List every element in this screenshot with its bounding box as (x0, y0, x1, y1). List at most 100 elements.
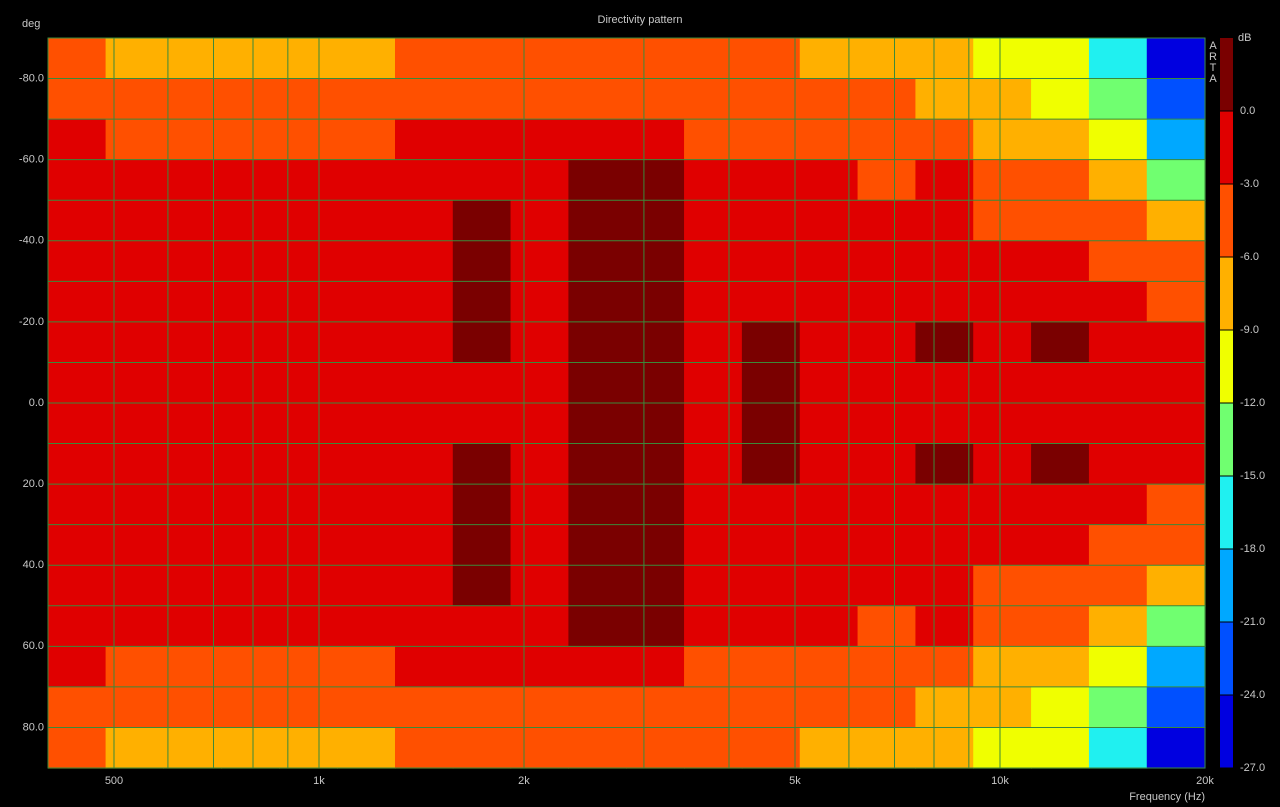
y-tick-label: 40.0 (23, 559, 44, 571)
cell (915, 686, 974, 729)
cell (1031, 240, 1090, 282)
cell (510, 38, 570, 80)
cell (857, 727, 917, 769)
cell (915, 119, 974, 161)
cell (1088, 524, 1148, 566)
colorbar-band (1220, 257, 1233, 330)
colorbar-band (1220, 330, 1233, 403)
cell (452, 321, 512, 364)
cell (279, 362, 338, 404)
cell (48, 727, 107, 769)
cell (1031, 686, 1090, 729)
cell (337, 443, 396, 485)
cell (510, 686, 570, 729)
cell (741, 565, 801, 607)
y-axis-label: deg (22, 18, 40, 30)
cell (105, 78, 165, 120)
cell (105, 159, 165, 201)
cell (1031, 646, 1090, 688)
cell (510, 119, 570, 161)
colorbar-band (1220, 403, 1233, 476)
cell (394, 484, 454, 526)
cell (163, 484, 223, 526)
cell (626, 78, 685, 120)
cell (510, 362, 570, 404)
cell (741, 524, 801, 566)
cell (568, 443, 627, 485)
cell (1088, 78, 1148, 120)
cell (48, 605, 107, 647)
cell (684, 240, 743, 282)
cell (626, 159, 685, 201)
colorbar-tick-label: -18.0 (1240, 543, 1265, 555)
cell (48, 38, 107, 80)
cell (221, 240, 280, 282)
cell (394, 362, 454, 404)
cell (394, 281, 454, 323)
y-tick-label: -40.0 (19, 235, 44, 247)
cell (1031, 524, 1090, 566)
cell (279, 646, 338, 688)
cell (48, 281, 107, 323)
cell (279, 605, 338, 647)
colorbar-band (1220, 622, 1233, 695)
cell (915, 200, 974, 242)
x-tick-label: 2k (518, 775, 530, 787)
cell (915, 524, 974, 566)
cell (857, 321, 917, 364)
cell (452, 403, 512, 445)
cell (48, 484, 107, 526)
cell (973, 159, 1032, 201)
cell (857, 524, 917, 566)
cell (568, 727, 627, 769)
cell (48, 362, 107, 404)
colorbar-tick-label: 0.0 (1240, 105, 1255, 117)
cell (626, 565, 685, 607)
cell (1088, 565, 1148, 607)
cell (394, 119, 454, 161)
cell (741, 403, 801, 445)
cell (857, 119, 917, 161)
cell (163, 240, 223, 282)
cell (394, 443, 454, 485)
cell (452, 281, 512, 323)
cell (568, 403, 627, 445)
cell (1031, 403, 1090, 445)
cell (394, 565, 454, 607)
cell (105, 362, 165, 404)
cell (221, 605, 280, 647)
cell (568, 159, 627, 201)
cell (221, 281, 280, 323)
cell (394, 727, 454, 769)
cell (568, 686, 627, 729)
cell (221, 78, 280, 120)
cell (741, 646, 801, 688)
cell (163, 200, 223, 242)
cell (684, 605, 743, 647)
cell (452, 240, 512, 282)
cell (857, 686, 917, 729)
cell (626, 686, 685, 729)
cell (1146, 727, 1206, 769)
cell (105, 119, 165, 161)
cell (973, 727, 1032, 769)
cell (221, 362, 280, 404)
cell (163, 686, 223, 729)
cell (163, 403, 223, 445)
cell (279, 484, 338, 526)
cell (973, 362, 1032, 404)
cell (1031, 78, 1090, 120)
cell (1146, 443, 1206, 485)
cell (337, 403, 396, 445)
cell (741, 443, 801, 485)
cell (741, 200, 801, 242)
cell (1146, 119, 1206, 161)
cell (279, 524, 338, 566)
brand: ARTA (1207, 40, 1219, 84)
cell (684, 686, 743, 729)
cell (221, 443, 280, 485)
cell (973, 605, 1032, 647)
cell (1146, 78, 1206, 120)
cell (857, 200, 917, 242)
x-tick-label: 5k (789, 775, 801, 787)
